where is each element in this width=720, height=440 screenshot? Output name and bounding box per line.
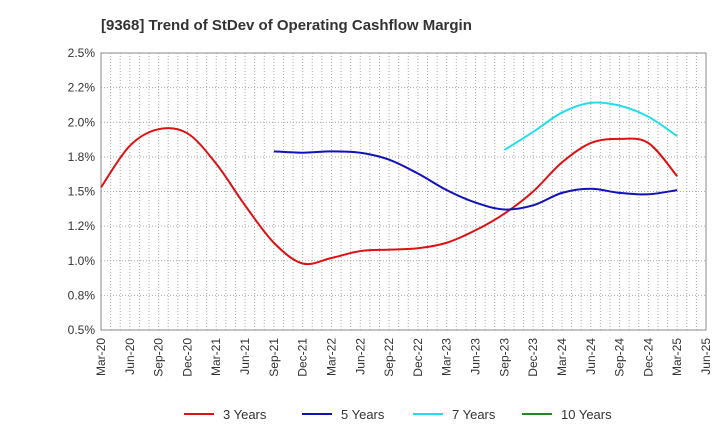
x-tick-label: Jun-23 xyxy=(469,338,483,375)
x-tick-label: Jun-24 xyxy=(584,338,598,375)
legend-label: 3 Years xyxy=(223,407,267,422)
y-tick-label: 2.2% xyxy=(68,81,96,95)
legend-label: 10 Years xyxy=(561,407,612,422)
x-tick-label: Mar-23 xyxy=(440,338,454,376)
series-line-7-years xyxy=(503,101,678,151)
y-axis: 0.5% 0.8% 1.0% 1.2% 1.5% 1.8% 2.0% 2.2% 2.5% xyxy=(68,46,96,337)
legend-label: 7 Years xyxy=(452,407,496,422)
y-tick-label: 1.0% xyxy=(68,254,96,268)
x-tick-label: Dec-22 xyxy=(411,338,425,377)
series-group xyxy=(100,101,678,266)
x-tick-label: Sep-23 xyxy=(497,338,511,377)
x-tick-label: Mar-20 xyxy=(94,338,108,376)
x-tick-label: Dec-21 xyxy=(296,338,310,377)
x-tick-label: Jun-20 xyxy=(123,338,137,375)
legend-label: 5 Years xyxy=(341,407,385,422)
x-tick-label: Mar-25 xyxy=(670,338,684,376)
x-axis: Mar-20 Jun-20 Sep-20 Dec-20 Mar-21 Jun-21 Sep-… xyxy=(94,338,713,377)
chart-title: [9368] Trend of StDev of Operating Cashf… xyxy=(101,17,472,34)
x-tick-label: Dec-23 xyxy=(526,338,540,377)
x-tick-label: Dec-20 xyxy=(180,338,194,377)
x-tick-label: Dec-24 xyxy=(641,338,655,377)
y-tick-label: 2.0% xyxy=(68,115,96,129)
x-tick-label: Sep-24 xyxy=(613,338,627,377)
y-tick-label: 0.8% xyxy=(68,288,96,302)
x-tick-label: Sep-20 xyxy=(152,338,166,377)
series-line-5-years xyxy=(273,150,678,211)
x-tick-label: Jun-22 xyxy=(353,338,367,375)
y-tick-label: 1.5% xyxy=(68,185,96,199)
plot-border xyxy=(100,52,707,331)
x-tick-label: Sep-22 xyxy=(382,338,396,377)
y-tick-label: 2.5% xyxy=(68,46,96,60)
x-tick-label: Mar-24 xyxy=(555,338,569,376)
x-tick-label: Jun-25 xyxy=(699,338,713,375)
y-tick-label: 1.8% xyxy=(68,150,96,164)
y-tick-label: 0.5% xyxy=(68,323,96,337)
series-line-3-years xyxy=(100,127,678,266)
x-tick-label: Jun-21 xyxy=(238,338,252,375)
x-tick-label: Mar-22 xyxy=(324,338,338,376)
legend: 3 Years 5 Years 7 Years 10 Years xyxy=(184,407,612,422)
y-tick-label: 1.2% xyxy=(68,219,96,233)
x-tick-label: Sep-21 xyxy=(267,338,281,377)
x-tick-label: Mar-21 xyxy=(209,338,223,376)
